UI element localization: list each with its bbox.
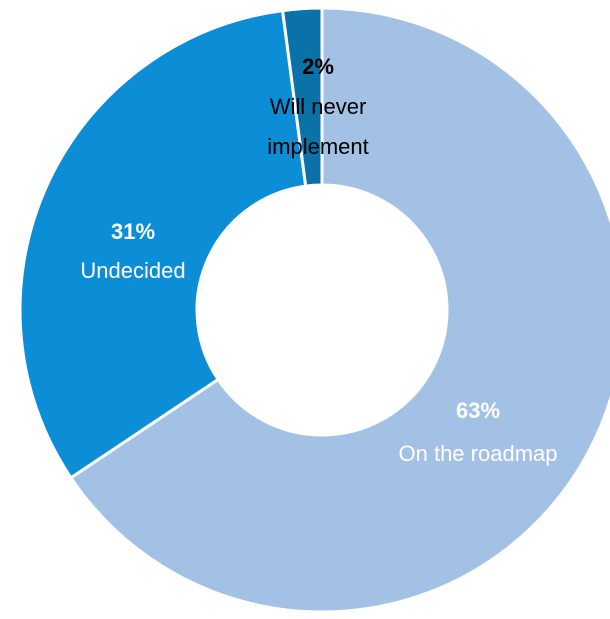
category-label-line: On the roadmap [399, 441, 558, 466]
category-label: On the roadmap [399, 441, 558, 466]
category-label-line: Will never [270, 94, 367, 119]
value-label: 31% [111, 219, 155, 244]
category-label-line: implement [267, 134, 368, 159]
donut-slice [18, 8, 308, 480]
value-label: 63% [456, 398, 500, 423]
donut-slice [280, 6, 324, 188]
value-label: 2% [302, 54, 334, 79]
category-label: Undecided [80, 258, 185, 283]
donut-slice [68, 6, 610, 614]
category-label: Will never implement [267, 94, 368, 159]
category-label-line: Undecided [80, 258, 185, 283]
